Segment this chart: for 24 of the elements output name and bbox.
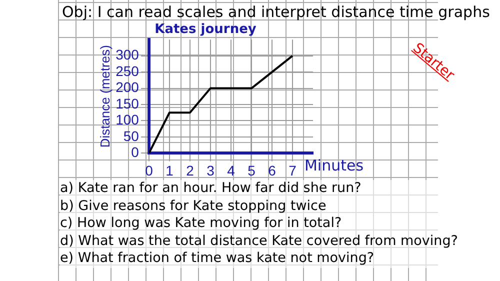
y-tick-label: 0 — [131, 144, 140, 160]
x-tick-label: 0 — [145, 162, 154, 178]
text: a) Kate ran for an hour. How far did she run? — [60, 180, 458, 198]
text: e) What fraction of time was kate not moving? — [60, 250, 458, 268]
x-tick-label: 6 — [268, 162, 276, 178]
x-tick-label: 3 — [206, 162, 215, 178]
y-axis-title: Distance (metres) — [97, 45, 112, 148]
x-tick-label: 7 — [288, 162, 297, 178]
text: b) Give reasons for Kate stopping twice — [60, 198, 458, 215]
x-tick-label: 1 — [166, 162, 174, 178]
y-tick-label: 100 — [116, 112, 140, 128]
y-tick-label: 200 — [116, 79, 140, 96]
y-tick-label: 300 — [116, 46, 140, 63]
text: c) How long was Kate moving for in total? — [60, 215, 458, 232]
x-tick-label: 2 — [186, 162, 194, 178]
x-axis-title: Minutes — [304, 156, 364, 175]
y-tick-label: 250 — [116, 62, 140, 79]
x-tick-label: 5 — [248, 162, 256, 178]
y-tick-label: 150 — [116, 95, 140, 112]
chart-title: Obj: I can read scales and interpret distance time graphs — [62, 3, 490, 21]
y-tick-label: 50 — [123, 128, 140, 144]
text: d) What was the total distance Kate covered from moving? — [60, 232, 458, 250]
x-tick-label: 4 — [227, 162, 236, 178]
chart-subtitle: Kates journey — [154, 22, 257, 38]
